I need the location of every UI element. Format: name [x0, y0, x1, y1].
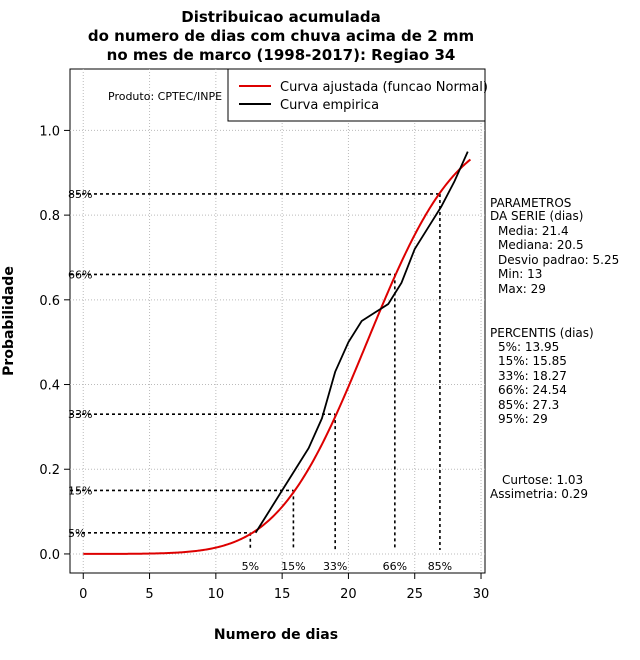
x-axis-label: Numero de dias	[214, 627, 338, 643]
shape-panel: Curtose: 1.03 Assimetria: 0.29	[490, 473, 588, 501]
parametro-mediana: Mediana: 20.5	[498, 238, 584, 252]
assimetria-value: Assimetria: 0.29	[490, 487, 588, 501]
y-axis-label: Probabilidade	[1, 266, 17, 376]
y-tick-label-2: 0.4	[39, 379, 60, 394]
percentil-66: 66%: 24.54	[498, 383, 567, 397]
legend-label-empirical: Curva empirica	[280, 98, 379, 113]
y-tick-label-4: 0.8	[39, 209, 60, 224]
x-tick-label-0: 0	[79, 587, 87, 602]
percentile-xlabel-3: 66%	[383, 560, 407, 573]
percentil-5: 5%: 13.95	[498, 340, 559, 354]
x-tick-label-1: 5	[145, 587, 153, 602]
percentile-ylabel-0: 5%	[68, 527, 85, 540]
x-tick-label-6: 30	[473, 587, 490, 602]
chart-title-line-1: Distribuicao acumulada	[181, 8, 380, 26]
empirical-curve	[254, 151, 469, 534]
legend-box	[227, 68, 486, 122]
curtose-value: Curtose: 1.03	[502, 473, 583, 487]
parametro-max: Max: 29	[498, 282, 546, 296]
curves	[83, 151, 472, 555]
x-tick-label-5: 25	[406, 587, 423, 602]
percentile-ylabel-4: 85%	[68, 188, 92, 201]
percentil-33: 33%: 18.27	[498, 369, 567, 383]
legend: Curva ajustada (funcao Normal) Curva emp…	[227, 68, 488, 122]
normal-fit-curve	[83, 158, 472, 555]
x-tick-label-3: 15	[274, 587, 291, 602]
product-credit: Produto: CPTEC/INPE	[108, 90, 222, 103]
parametro-min: Min: 13	[498, 267, 542, 281]
percentile-xlabel-2: 33%	[323, 560, 347, 573]
percentis-panel: PERCENTIS (dias) 5%: 13.95 15%: 15.85 33…	[490, 326, 594, 426]
chart-title-line-2: do numero de dias com chuva acima de 2 m…	[88, 27, 474, 45]
percentile-xlabel-4: 85%	[428, 560, 452, 573]
parametros-heading-2: DA SERIE (dias)	[490, 209, 583, 223]
percentile-guides: 5% 5% 15% 15% 33% 33% 66% 66% 85% 85%	[68, 188, 452, 573]
y-tick-label-5: 1.0	[39, 124, 60, 139]
chart-title-line-3: no mes de marco (1998-2017): Regiao 34	[107, 46, 456, 64]
percentil-95: 95%: 29	[498, 412, 548, 426]
x-tick-label-2: 10	[208, 587, 225, 602]
y-tick-label-0: 0.0	[39, 548, 60, 563]
percentile-xlabel-0: 5%	[242, 560, 259, 573]
y-tick-label-3: 0.6	[39, 294, 60, 309]
percentile-xlabel-1: 15%	[281, 560, 305, 573]
parametros-panel: PARAMETROS DA SERIE (dias) Media: 21.4 M…	[490, 196, 619, 296]
percentil-15: 15%: 15.85	[498, 354, 567, 368]
parametro-desvio: Desvio padrao: 5.25	[498, 253, 619, 267]
percentile-ylabel-3: 66%	[68, 268, 92, 281]
percentile-ylabel-1: 15%	[68, 484, 92, 497]
legend-label-normal: Curva ajustada (funcao Normal)	[280, 80, 488, 95]
y-tick-label-1: 0.2	[39, 463, 60, 478]
percentis-heading: PERCENTIS (dias)	[490, 326, 594, 340]
axes: 0 5 10 15 20 25 30 0.0 0.2 0.4 0.6 0.8 1.0	[39, 124, 489, 602]
parametros-heading-1: PARAMETROS	[490, 196, 571, 210]
x-tick-label-4: 20	[340, 587, 357, 602]
percentile-ylabel-2: 33%	[68, 408, 92, 421]
parametro-media: Media: 21.4	[498, 224, 569, 238]
percentil-85: 85%: 27.3	[498, 398, 559, 412]
